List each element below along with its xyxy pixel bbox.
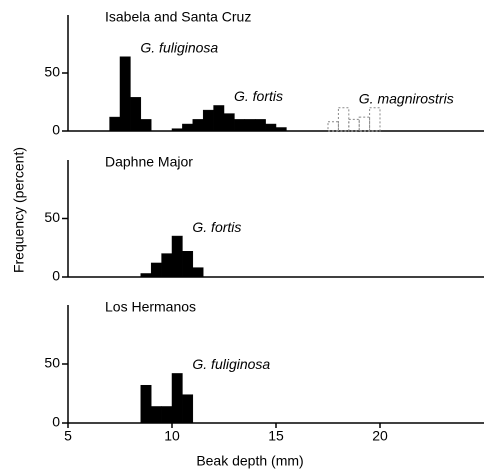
bar xyxy=(109,116,121,132)
panel-title: Daphne Major xyxy=(105,154,193,170)
x-tick-label: 20 xyxy=(372,428,388,444)
bar xyxy=(192,119,204,132)
bar xyxy=(161,253,173,278)
y-axis-label: Frequency (percent) xyxy=(11,147,27,273)
bar xyxy=(140,384,152,424)
x-tick-label: 15 xyxy=(268,428,284,444)
bar xyxy=(171,128,183,132)
bar xyxy=(337,107,350,132)
x-axis-label: Beak depth (mm) xyxy=(196,453,303,469)
bar xyxy=(244,119,256,132)
y-tick-label: 0 xyxy=(52,268,60,284)
bar xyxy=(171,373,183,424)
bar xyxy=(358,116,371,132)
y-tick-label: 50 xyxy=(44,209,60,225)
bar xyxy=(140,119,152,132)
series-label: G. fortis xyxy=(234,88,283,104)
y-tick-label: 50 xyxy=(44,64,60,80)
bar xyxy=(348,118,360,132)
y-tick-label: 50 xyxy=(44,355,60,371)
bar xyxy=(202,109,214,132)
bar xyxy=(182,394,194,424)
bar xyxy=(182,123,194,132)
bar xyxy=(140,273,152,278)
bar xyxy=(234,119,246,132)
bar xyxy=(223,113,235,132)
bar xyxy=(161,406,173,424)
bar xyxy=(213,105,225,132)
bar xyxy=(192,267,204,278)
bar xyxy=(150,406,162,424)
bar xyxy=(369,107,381,132)
bar xyxy=(130,97,142,132)
bar xyxy=(119,56,131,132)
series-label: G. fuliginosa xyxy=(140,39,218,55)
series-label: G. fuliginosa xyxy=(192,356,270,372)
y-tick-label: 0 xyxy=(52,122,60,138)
panel-title: Isabela and Santa Cruz xyxy=(105,9,251,25)
bar xyxy=(275,127,287,132)
bar xyxy=(327,121,339,132)
bar xyxy=(171,235,183,278)
series-label: G. fortis xyxy=(192,219,241,235)
x-tick-label: 5 xyxy=(64,428,72,444)
x-tick-label: 10 xyxy=(164,428,180,444)
bar xyxy=(265,123,277,132)
bar xyxy=(150,262,162,278)
y-tick-label: 0 xyxy=(52,414,60,430)
bar xyxy=(182,251,194,278)
series-label: G. magnirostris xyxy=(359,91,454,107)
panel-title: Los Hermanos xyxy=(105,299,196,315)
bar xyxy=(254,119,266,132)
